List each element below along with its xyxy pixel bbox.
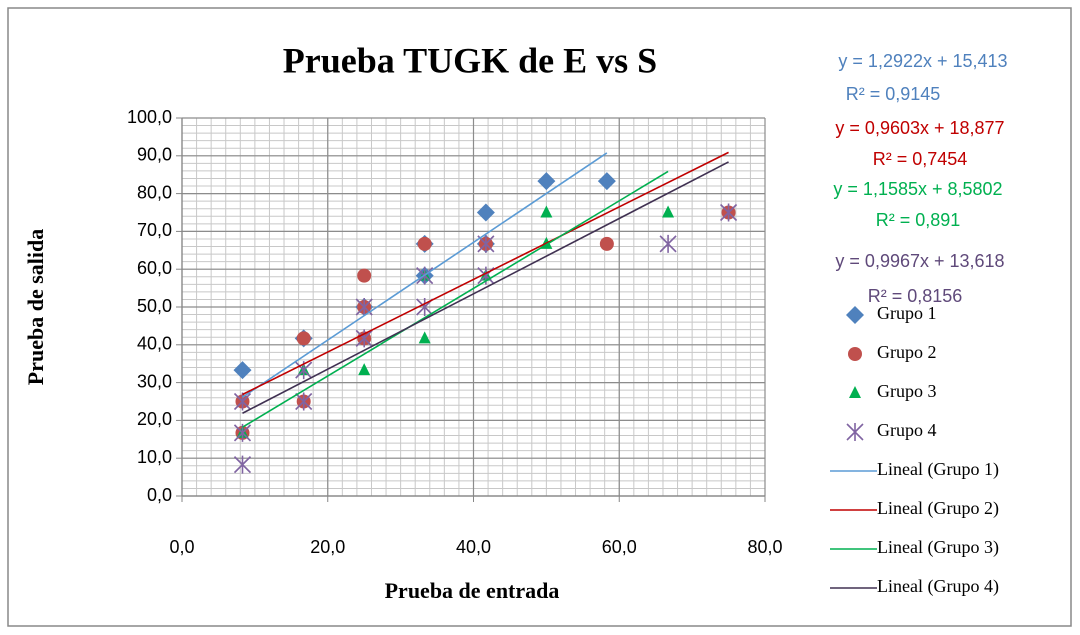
- legend-marker: [849, 386, 861, 398]
- chart-title: Prueba TUGK de E vs S: [283, 40, 657, 80]
- x-tick-label: 60,0: [602, 537, 637, 557]
- trendline-equation: y = 0,9967x + 13,618: [835, 251, 1004, 271]
- y-tick-label: 30,0: [137, 371, 172, 391]
- point: [418, 331, 431, 344]
- trendline-equation: y = 0,9603x + 18,877: [835, 118, 1004, 138]
- legend-marker: [846, 423, 864, 441]
- point: [358, 363, 371, 376]
- point: [355, 329, 373, 348]
- legend-label: Grupo 1: [877, 303, 937, 323]
- point: [357, 268, 372, 283]
- y-tick-label: 80,0: [137, 182, 172, 202]
- point: [233, 455, 252, 474]
- point: [476, 203, 495, 222]
- point: [659, 234, 677, 253]
- y-tick-label: 0,0: [147, 485, 172, 505]
- legend-label: Lineal (Grupo 1): [877, 459, 999, 480]
- trendline: [242, 151, 729, 396]
- y-tick-label: 50,0: [137, 296, 172, 316]
- point: [540, 205, 553, 218]
- trendline-r2: R² = 0,7454: [873, 149, 968, 169]
- trendline-r2: R² = 0,9145: [846, 84, 941, 104]
- x-tick-label: 80,0: [747, 537, 782, 557]
- point: [719, 203, 738, 222]
- x-axis-title: Prueba de entrada: [385, 578, 560, 603]
- y-tick-label: 40,0: [137, 334, 172, 354]
- point: [295, 392, 313, 411]
- legend-label: Lineal (Grupo 4): [877, 576, 999, 597]
- y-tick-label: 70,0: [137, 220, 172, 240]
- trendline: [242, 161, 729, 414]
- legend-marker: [848, 347, 862, 361]
- point: [233, 361, 252, 380]
- trendline: [242, 170, 669, 428]
- trendline: [242, 152, 608, 398]
- point: [537, 172, 556, 191]
- trendline-equation: y = 1,2922x + 15,413: [838, 51, 1007, 71]
- y-tick-label: 90,0: [137, 145, 172, 165]
- x-tick-label: 40,0: [456, 537, 491, 557]
- point: [597, 172, 616, 191]
- legend-label: Grupo 2: [877, 342, 937, 362]
- point: [233, 392, 252, 411]
- legend-label: Grupo 4: [877, 420, 937, 440]
- trendline-equation: y = 1,1585x + 8,5802: [833, 179, 1002, 199]
- chart-border: [7, 7, 1072, 627]
- trendline-r2: R² = 0,8156: [868, 286, 963, 306]
- legend-marker: [846, 306, 864, 324]
- point: [417, 236, 432, 251]
- y-tick-label: 60,0: [137, 258, 172, 278]
- legend-label: Grupo 3: [877, 381, 937, 401]
- point: [599, 236, 614, 251]
- legend-label: Lineal (Grupo 3): [877, 537, 999, 558]
- y-tick-label: 100,0: [127, 107, 172, 127]
- trendline-r2: R² = 0,891: [876, 210, 961, 230]
- legend-label: Lineal (Grupo 2): [877, 498, 999, 519]
- y-tick-label: 20,0: [137, 409, 172, 429]
- point: [296, 331, 311, 346]
- y-axis-title: Prueba de salida: [23, 229, 48, 385]
- x-tick-label: 0,0: [169, 537, 194, 557]
- x-tick-label: 20,0: [310, 537, 345, 557]
- point: [662, 205, 675, 218]
- y-tick-label: 10,0: [137, 447, 172, 467]
